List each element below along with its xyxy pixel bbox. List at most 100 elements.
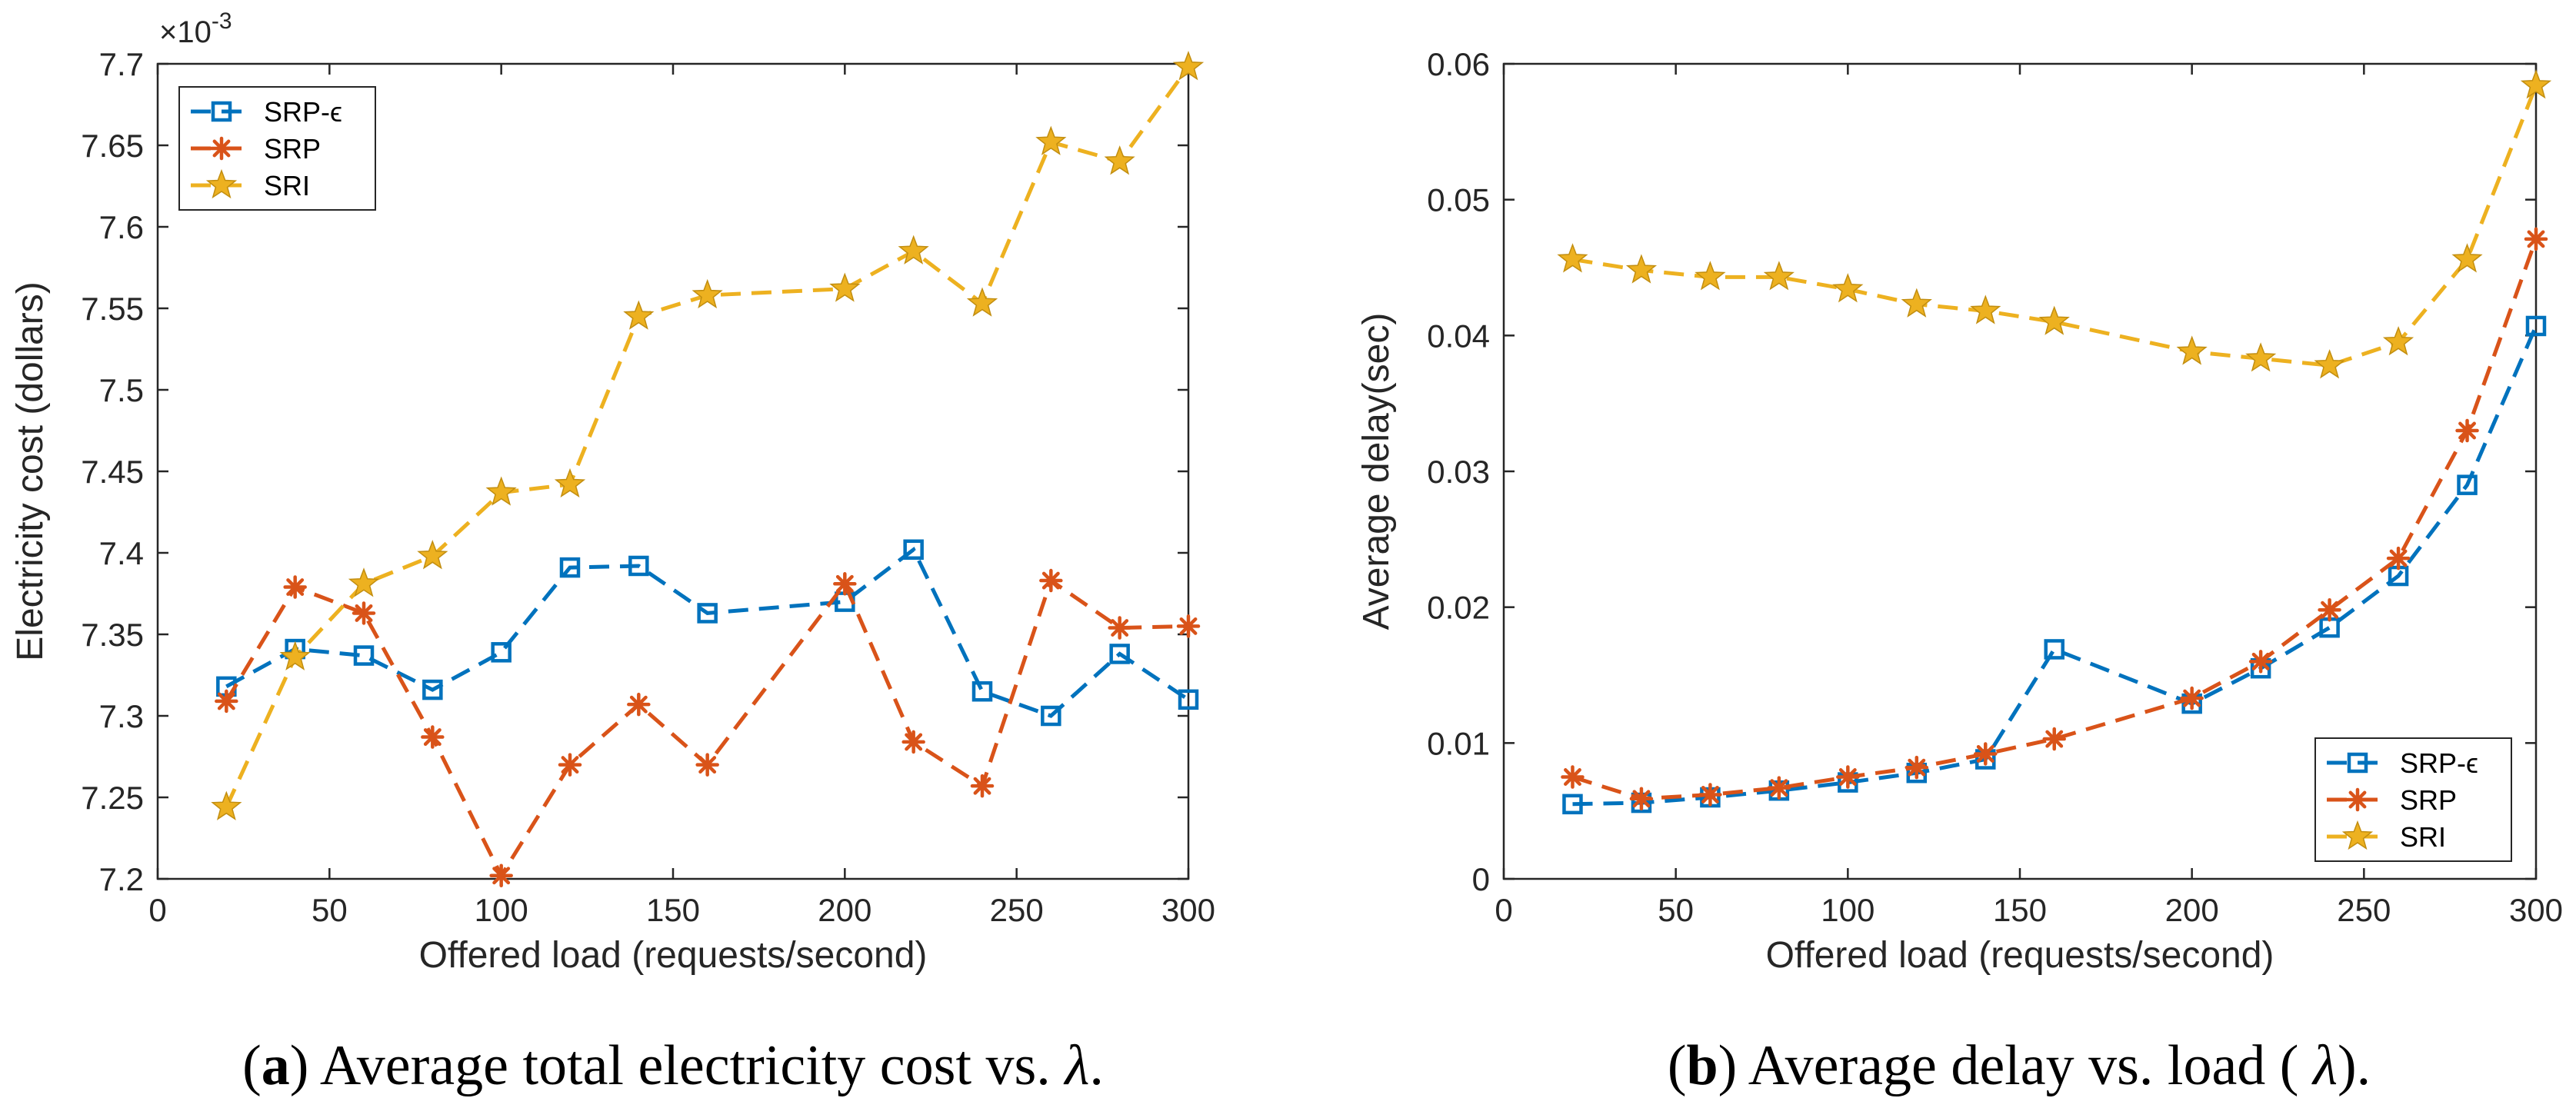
data-point [627,692,651,717]
x-tick-label: 100 [1821,892,1875,928]
data-point [1695,261,1726,291]
y-tick-label: 7.4 [99,535,144,571]
data-point [1905,755,1929,780]
data-point [279,641,311,670]
legend-marker [2341,820,2374,850]
y-tick-label: 7.7 [99,46,144,82]
series-2 [211,51,1205,820]
legend-marker [2345,787,2370,812]
data-point [353,645,375,666]
data-point [628,555,649,577]
data-point [691,278,723,309]
y-tick-label: 7.2 [99,861,144,897]
x-tick-label: 0 [1495,892,1512,928]
data-point [829,272,861,302]
y-tick-label: 0.04 [1427,318,1490,354]
legend-marker [209,136,234,161]
x-tick-label: 200 [2165,892,2219,928]
x-tick-label: 250 [2337,892,2391,928]
data-point [1561,765,1585,789]
y-tick-label: 7.25 [81,780,144,816]
data-point [1104,145,1135,175]
data-point [1698,783,1722,807]
data-point [970,774,995,798]
data-point [1108,616,1131,640]
data-point [2457,474,2478,495]
data-point [215,689,238,714]
data-point [491,642,512,663]
series-line [1572,325,2538,807]
x-tick-label: 300 [1161,892,1215,928]
x-tick-label: 300 [2509,892,2563,928]
data-point [1767,776,1791,800]
y-tick-label: 0.06 [1427,46,1490,82]
data-point [1901,288,1932,318]
data-point [1109,644,1130,664]
x-axis-label: Offered load (requests/second) [419,935,928,976]
y-tick-label: 7.65 [81,128,144,164]
x-tick-label: 250 [990,892,1044,928]
data-point [697,603,718,624]
legend-label: SRP-ϵ [2400,747,2478,779]
data-point [2520,69,2552,99]
data-point [1035,125,1067,155]
y-axis-label: Average delay(sec) [1356,313,1397,631]
data-point [2042,727,2066,751]
data-point [2386,546,2411,571]
data-point [421,725,445,749]
y-tick-label: 7.55 [81,291,144,327]
data-point [1172,51,1205,81]
data-point [1176,614,1201,638]
data-point [2319,617,2340,638]
y-tick-label: 7.3 [99,698,144,734]
legend-marker [2347,752,2368,774]
data-point [901,730,925,754]
series-line [225,577,1189,880]
x-tick-label: 150 [646,892,700,928]
series-line [1571,238,2538,801]
x-tick-label: 200 [818,892,871,928]
data-point [1836,765,1860,789]
x-tick-label: 50 [1658,892,1694,928]
data-point [283,575,307,599]
y-tick-label: 7.45 [81,454,144,490]
data-point [1041,705,1061,727]
legend-label: SRI [264,170,310,201]
data-point [1763,261,1795,291]
data-point [1629,787,1654,811]
data-point [2248,650,2273,674]
legend: SRP-ϵ SRP SRI [2314,737,2512,862]
data-point [2245,342,2277,372]
data-point [2451,243,2483,273]
legend-marker [205,168,238,199]
caption: (b) Average delay vs. load ( λ). [1668,1034,2371,1097]
data-point [1832,273,1864,303]
y-axis-label: Electricity cost (dollars) [10,281,51,660]
x-axis-label: Offered load (requests/second) [1766,935,2274,976]
data-point [554,467,586,498]
data-point [1970,294,2001,324]
data-point [695,753,719,777]
data-point [898,235,929,265]
chart-a: 0 50 100 150 200 250 300 7.2 7.25 7.3 7.35 7.4 7.45 7… [10,8,1215,1097]
data-point [1974,742,1998,766]
data-point [2314,349,2345,379]
y-tick-label: 7.6 [99,209,144,245]
data-point [903,539,924,561]
data-point [2318,597,2341,622]
legend-label: SRI [2400,821,2446,853]
data-point [1625,254,1658,284]
y-tick-label: 7.5 [99,372,144,408]
data-point [348,567,380,597]
y-tick-label: 0.03 [1427,454,1490,490]
data-point [417,540,448,570]
data-point [2038,305,2070,335]
data-point [2382,326,2414,356]
x-tick-label: 150 [1993,892,2047,928]
legend-label: SRP [2400,784,2457,816]
data-point [211,790,242,820]
series-1 [1561,227,2548,811]
x-tick-label: 50 [312,892,348,928]
y-exponent-label: ×10-3 [159,8,232,49]
